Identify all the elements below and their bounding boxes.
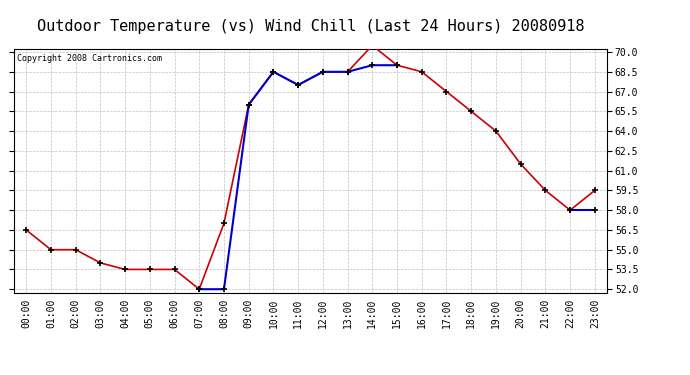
Text: Copyright 2008 Cartronics.com: Copyright 2008 Cartronics.com (17, 54, 161, 63)
Text: Outdoor Temperature (vs) Wind Chill (Last 24 Hours) 20080918: Outdoor Temperature (vs) Wind Chill (Las… (37, 19, 584, 34)
